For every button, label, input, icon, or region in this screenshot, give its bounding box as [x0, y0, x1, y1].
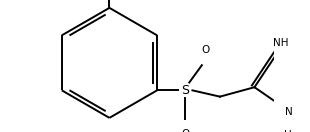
- Text: O: O: [181, 129, 189, 132]
- Text: H: H: [284, 130, 291, 132]
- Text: O: O: [202, 45, 210, 55]
- Text: S: S: [181, 84, 189, 97]
- Text: NH: NH: [273, 38, 289, 48]
- Text: N: N: [285, 107, 293, 117]
